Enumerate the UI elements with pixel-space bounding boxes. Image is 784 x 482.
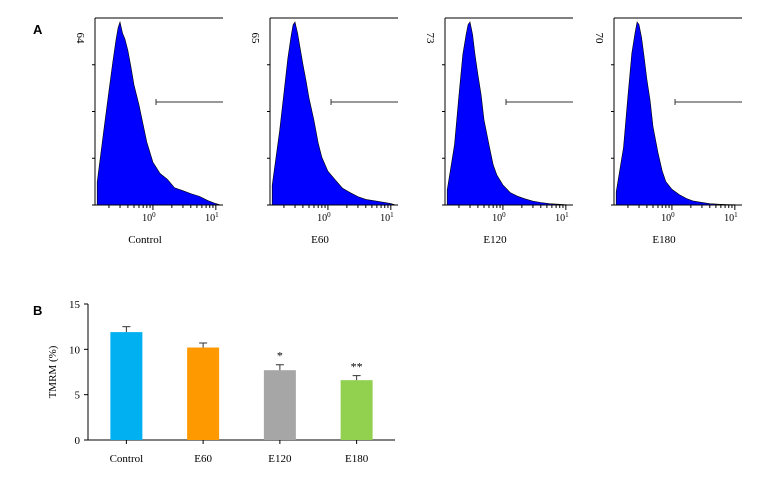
y-tick-label: 10 (69, 344, 81, 356)
y-max-label: 65 (249, 33, 261, 45)
x-tick-exponent: 0 (671, 211, 675, 219)
x-tick-label: 101 (380, 211, 394, 224)
x-tick-label: 100 (317, 211, 331, 224)
histogram-title: E180 (652, 234, 676, 246)
x-tick-label: E120 (268, 453, 292, 465)
x-tick-exponent: 0 (327, 211, 331, 219)
histogram-area (615, 21, 740, 206)
y-max-label: 64 (74, 33, 86, 45)
x-tick-exponent: 1 (390, 211, 394, 219)
histogram-area (96, 20, 221, 206)
x-tick-exponent: 1 (215, 211, 219, 219)
histogram-area (446, 21, 571, 206)
y-tick-label: 0 (75, 435, 81, 447)
significance-marker: ** (351, 360, 363, 374)
histogram-title: Control (128, 234, 162, 246)
histogram-title: E120 (483, 234, 507, 246)
histogram-panel: 100 101 64 Control (74, 17, 223, 246)
y-tick-label: 5 (75, 390, 81, 402)
y-max-label: 73 (424, 33, 436, 45)
x-tick-label: 100 (661, 211, 675, 224)
x-tick-label: 101 (205, 211, 219, 224)
y-tick-label: 15 (69, 299, 81, 311)
x-tick-label: 101 (724, 211, 738, 224)
y-max-label: 70 (593, 33, 605, 45)
significance-marker: * (277, 349, 283, 363)
bar (340, 380, 373, 440)
histogram-panel: 100 101 70 E180 (593, 17, 742, 246)
histogram-title: E60 (311, 234, 329, 246)
x-tick-label: E60 (194, 453, 212, 465)
histogram-panel: 100 101 65 E60 (249, 17, 398, 246)
panel-a-label: A (33, 22, 43, 37)
bar (187, 347, 220, 440)
tmrm-bar-chart: 0 5 10 15 TMRM (%) Control E60 E120 * E180 ** (47, 299, 395, 465)
x-tick-label: Control (110, 453, 144, 465)
x-tick-label: 100 (142, 211, 156, 224)
x-tick-exponent: 1 (734, 211, 738, 219)
x-tick-exponent: 0 (152, 211, 156, 219)
x-tick-exponent: 0 (502, 211, 506, 219)
x-tick-label: 101 (555, 211, 569, 224)
panel-b-label: B (33, 303, 42, 318)
bar (263, 370, 296, 440)
bar (110, 332, 143, 440)
x-tick-label: E180 (345, 453, 369, 465)
y-axis-label: TMRM (%) (47, 345, 59, 398)
histogram-panel: 100 101 73 E120 (424, 17, 573, 246)
x-tick-exponent: 1 (565, 211, 569, 219)
x-tick-label: 100 (492, 211, 506, 224)
histogram-area (271, 21, 396, 206)
